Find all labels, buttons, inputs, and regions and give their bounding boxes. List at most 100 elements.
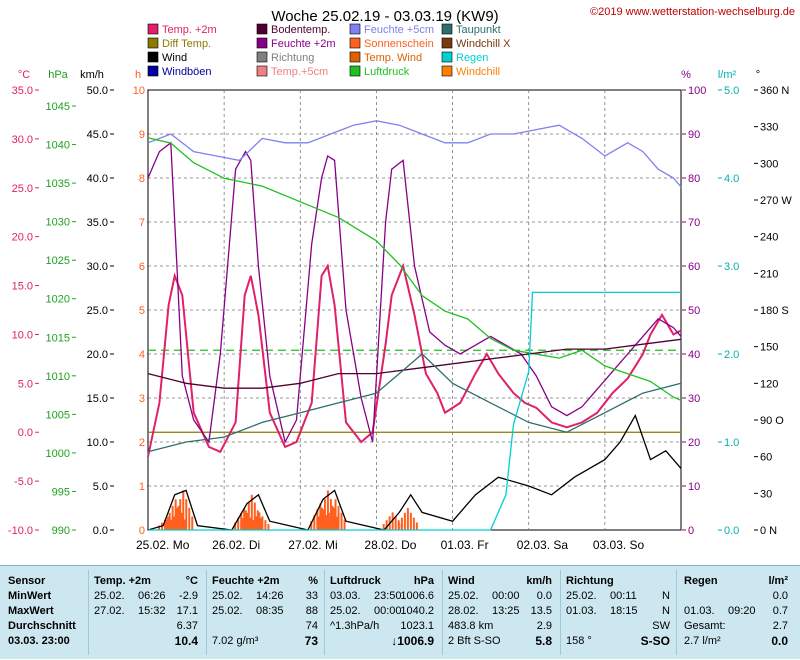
sunshine-bar (317, 516, 320, 530)
stats-time: 00:00 (492, 590, 520, 602)
stats-header-row: Feuchte +2m% (212, 574, 318, 589)
sunshine-bar (259, 518, 262, 530)
sunshine-bar (343, 519, 346, 530)
sunshine-bar (182, 490, 185, 530)
axis-tick-label: 995 (52, 486, 70, 498)
sunshine-bars (158, 490, 418, 530)
sunshine-bar (412, 517, 415, 530)
axis-tick-label: 4 (139, 349, 145, 361)
axis-tick-label: 1010 (46, 371, 70, 383)
sunshine-bar (337, 505, 340, 530)
sunshine-bar (249, 517, 252, 530)
sunshine-bar (240, 512, 243, 530)
legend-swatch (441, 65, 453, 77)
axis-tick-label: 40.0 (87, 173, 108, 185)
sunshine-bar (334, 499, 337, 530)
legend-swatch (147, 23, 159, 35)
axis-tick-label: 1025 (46, 255, 70, 267)
stats-header: Temp. +2m (94, 575, 151, 587)
stats-panel: Sensor MinWert MaxWert Durchschnitt 03.0… (0, 565, 800, 659)
stats-row: 25.02. 00:00 0.0 (448, 589, 552, 604)
legend-swatch (441, 23, 453, 35)
sunshine-bar (310, 521, 313, 530)
stats-header: Feuchte +2m (212, 575, 280, 587)
sunshine-bar (179, 499, 182, 530)
axis-tick-label: 0 N (760, 525, 777, 537)
sunshine-bar (188, 507, 191, 530)
axis-tick-label: 20 (688, 437, 700, 449)
sunshine-bar (241, 518, 244, 530)
series-line-feuchte-5cm (147, 120, 682, 188)
sunshine-bar (332, 507, 335, 530)
stats-row: 0.0 (684, 589, 788, 604)
stats-date: 25.02. (330, 605, 361, 617)
axis-tick-label: 9 (139, 129, 145, 141)
stats-value: 33 (305, 590, 318, 602)
stats-value: S-SO (640, 634, 670, 648)
stats-date: 27.02. (94, 605, 125, 617)
stats-value: 0.7 (772, 605, 788, 617)
chart-axes: °C35.030.025.020.015.010.05.00.0-5.0-10.… (8, 69, 792, 537)
stats-wind-column: Wind km/h 25.02. 00:00 0.0 28.02. 13:25 13.5 483… (448, 566, 552, 660)
sunshine-bar (171, 505, 174, 530)
axis-unit-hpa: hPa (48, 69, 68, 81)
axis-tick-label: 70 (688, 217, 700, 229)
sunshine-bar (264, 520, 267, 530)
axis-unit-percent: % (681, 69, 691, 81)
sunshine-bar (340, 512, 343, 530)
sunshine-bar (385, 520, 388, 530)
sunshine-bar (185, 499, 188, 530)
axis-tick-label: 0 (688, 525, 694, 537)
axis-tick-label: 10 (133, 85, 145, 97)
legend-swatch (256, 37, 268, 49)
legend-label: Wind (162, 52, 187, 64)
legend-swatch (349, 23, 361, 35)
axis-tick-label: 180 S (760, 305, 789, 317)
stats-row: 25.02. 08:35 88 (212, 604, 318, 619)
stats-date: 28.02. (448, 605, 479, 617)
stats-header-row: Temp. +2m °C (94, 574, 198, 589)
stats-time: 09:20 (728, 605, 756, 617)
stats-header: Sensor (8, 575, 46, 587)
axis-tick-label: 15.0 (12, 281, 33, 293)
axis-tick-label: 360 N (760, 85, 789, 97)
legend-label: Temp. +2m (162, 24, 217, 36)
series-line-wind (147, 414, 682, 531)
day-label: 25.02. Mo (136, 538, 190, 552)
axis-tick-label: 15.0 (87, 393, 108, 405)
sunshine-bar (176, 507, 179, 530)
stats-row: 25.02. 14:26 33 (212, 589, 318, 604)
stats-value: 1023.1 (400, 620, 434, 632)
stats-row: Gesamt: 2.7 (684, 619, 788, 634)
stats-value: 2.7 (772, 620, 788, 632)
stats-date: 25.02. (566, 590, 597, 602)
axis-tick-label: 0 (139, 525, 145, 537)
stats-header: Regen (684, 575, 718, 587)
stats-row: ^1.3hPa/h 1023.1 (330, 619, 434, 634)
sunshine-bar (177, 505, 180, 530)
day-label: 01.03. Fr (441, 538, 489, 552)
axis-tick-label: 5.0 (93, 481, 108, 493)
stats-header-row: Richtung (566, 574, 670, 589)
stats-row: 7.02 g/m³ 73 (212, 634, 318, 649)
axis-unit-celsius: °C (18, 69, 30, 81)
sunshine-bar (391, 512, 394, 530)
stats-time: 00:00 (374, 605, 402, 617)
stats-row: 01.03. 18:15 N (566, 604, 670, 619)
stats-label: 03.03. 23:00 (8, 635, 70, 647)
axis-tick-label: 1045 (46, 101, 70, 113)
stats-row: 27.02. 15:32 17.1 (94, 604, 198, 619)
sunshine-bar (164, 519, 167, 530)
axis-tick-label: -10.0 (8, 525, 33, 537)
stats-row: 28.02. 13:25 13.5 (448, 604, 552, 619)
axis-tick-label: 210 (760, 268, 778, 280)
axis-tick-label: 10.0 (87, 437, 108, 449)
legend-swatch (349, 65, 361, 77)
sunshine-bar (249, 524, 252, 530)
sunshine-bar (244, 510, 247, 530)
sunshine-bar (234, 522, 237, 530)
sunshine-bar (316, 509, 319, 530)
axis-tick-label: 0.0 (93, 525, 108, 537)
sunshine-bar (323, 499, 326, 530)
axis-tick-label: 90 O (760, 415, 784, 427)
